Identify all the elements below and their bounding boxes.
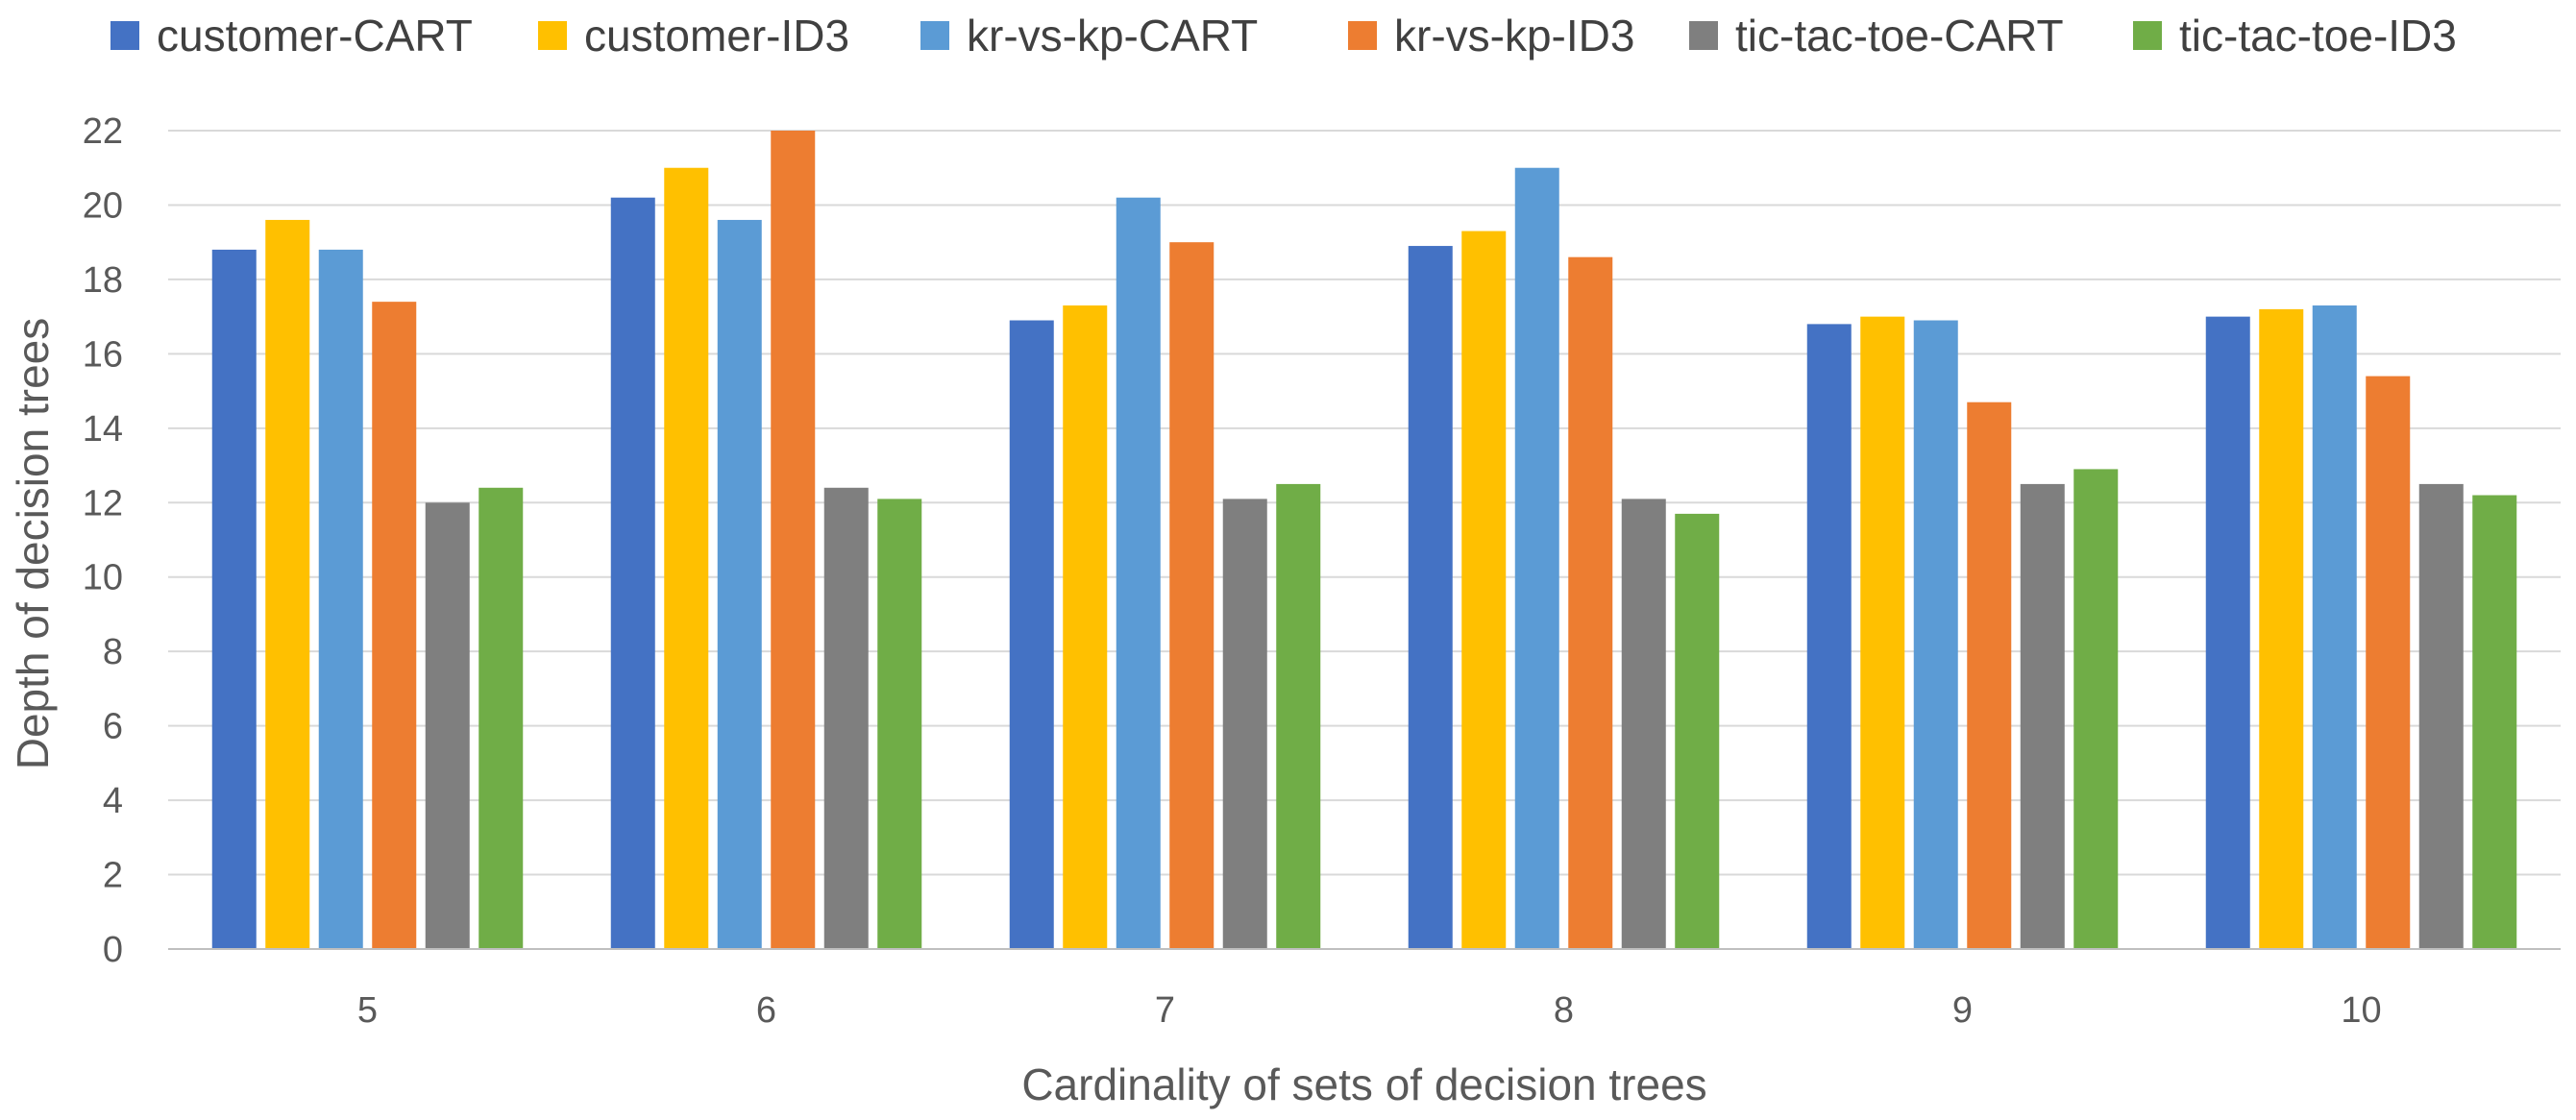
bar-kr-vs-kp-CART-7 xyxy=(1116,197,1161,949)
bar-customer-CART-10 xyxy=(2205,316,2250,949)
x-tick-label: 8 xyxy=(1554,990,1574,1031)
legend-label-kr-vs-kp-CART: kr-vs-kp-CART xyxy=(967,11,1258,61)
legend: customer-CART customer-ID3 kr-vs-kp-CART kr… xyxy=(110,11,2457,61)
bar-customer-ID3-7 xyxy=(1063,305,1108,949)
legend-swatch-tic-tac-toe-CART xyxy=(1689,21,1718,50)
bar-customer-ID3-8 xyxy=(1461,231,1507,950)
y-tick-label: 20 xyxy=(83,185,123,226)
bars xyxy=(211,131,2517,950)
x-tick-label: 5 xyxy=(357,990,378,1031)
y-tick-label: 16 xyxy=(83,334,123,375)
bar-customer-CART-5 xyxy=(211,249,257,950)
y-tick-label: 18 xyxy=(83,260,123,301)
y-tick-label: 14 xyxy=(83,409,123,450)
legend-swatch-customer-ID3 xyxy=(538,21,567,50)
legend-label-customer-CART: customer-CART xyxy=(157,11,473,61)
gridlines xyxy=(168,130,2561,876)
legend-swatch-tic-tac-toe-ID3 xyxy=(2133,21,2162,50)
bar-kr-vs-kp-ID3-10 xyxy=(2366,376,2411,950)
x-axis-ticks: 5 6 7 8 9 10 xyxy=(357,990,2382,1031)
bar-tic-tac-toe-ID3-8 xyxy=(1675,513,1720,949)
bar-tic-tac-toe-CART-10 xyxy=(2418,483,2464,949)
bar-kr-vs-kp-ID3-9 xyxy=(1967,402,2012,949)
legend-label-tic-tac-toe-ID3: tic-tac-toe-ID3 xyxy=(2179,11,2457,61)
bar-kr-vs-kp-ID3-5 xyxy=(372,302,417,949)
bar-customer-ID3-10 xyxy=(2259,308,2304,950)
x-tick-label: 7 xyxy=(1155,990,1175,1031)
y-tick-label: 10 xyxy=(83,558,123,598)
y-tick-label: 0 xyxy=(103,930,123,970)
bar-customer-ID3-5 xyxy=(265,219,310,950)
bar-customer-CART-6 xyxy=(610,197,655,949)
x-tick-label: 6 xyxy=(756,990,776,1031)
bar-tic-tac-toe-CART-7 xyxy=(1222,499,1267,949)
y-axis-ticks: 0 2 4 6 8 10 12 14 16 18 20 22 xyxy=(83,111,123,970)
bar-tic-tac-toe-CART-5 xyxy=(425,502,470,949)
legend-label-tic-tac-toe-CART: tic-tac-toe-CART xyxy=(1735,11,2064,61)
y-tick-label: 6 xyxy=(103,707,123,747)
bar-tic-tac-toe-ID3-6 xyxy=(877,499,922,949)
bar-customer-CART-9 xyxy=(1806,324,1852,949)
bar-kr-vs-kp-CART-5 xyxy=(318,249,363,950)
bar-customer-CART-8 xyxy=(1408,246,1453,949)
y-tick-label: 8 xyxy=(103,632,123,672)
bar-tic-tac-toe-CART-8 xyxy=(1621,499,1666,949)
y-axis-title: Depth of decision trees xyxy=(8,318,58,770)
bar-tic-tac-toe-ID3-9 xyxy=(2073,469,2119,949)
legend-label-kr-vs-kp-ID3: kr-vs-kp-ID3 xyxy=(1394,11,1634,61)
y-tick-label: 2 xyxy=(103,856,123,896)
legend-swatch-kr-vs-kp-ID3 xyxy=(1348,21,1377,50)
y-tick-label: 22 xyxy=(83,111,123,152)
bar-customer-ID3-9 xyxy=(1860,316,1905,949)
bar-tic-tac-toe-ID3-10 xyxy=(2472,495,2517,949)
bar-kr-vs-kp-CART-6 xyxy=(717,219,762,950)
x-axis-title: Cardinality of sets of decision trees xyxy=(1021,1059,1706,1109)
bar-kr-vs-kp-ID3-8 xyxy=(1568,256,1613,949)
bar-tic-tac-toe-CART-9 xyxy=(2020,483,2065,949)
bar-customer-ID3-6 xyxy=(664,167,709,949)
y-tick-label: 12 xyxy=(83,483,123,523)
legend-swatch-kr-vs-kp-CART xyxy=(920,21,949,50)
x-tick-label: 10 xyxy=(2341,990,2381,1031)
legend-swatch-customer-CART xyxy=(110,21,139,50)
bar-kr-vs-kp-CART-8 xyxy=(1514,167,1559,949)
bar-kr-vs-kp-ID3-6 xyxy=(771,131,816,949)
bar-kr-vs-kp-CART-9 xyxy=(1913,320,1958,949)
bar-tic-tac-toe-ID3-5 xyxy=(478,487,524,949)
x-tick-label: 9 xyxy=(1952,990,1973,1031)
legend-label-customer-ID3: customer-ID3 xyxy=(584,11,849,61)
bar-tic-tac-toe-ID3-7 xyxy=(1276,483,1321,949)
bar-kr-vs-kp-CART-10 xyxy=(2312,305,2357,949)
bar-tic-tac-toe-CART-6 xyxy=(823,487,869,949)
y-tick-label: 4 xyxy=(103,781,123,821)
bar-kr-vs-kp-ID3-7 xyxy=(1169,242,1214,949)
bar-customer-CART-7 xyxy=(1009,320,1054,949)
